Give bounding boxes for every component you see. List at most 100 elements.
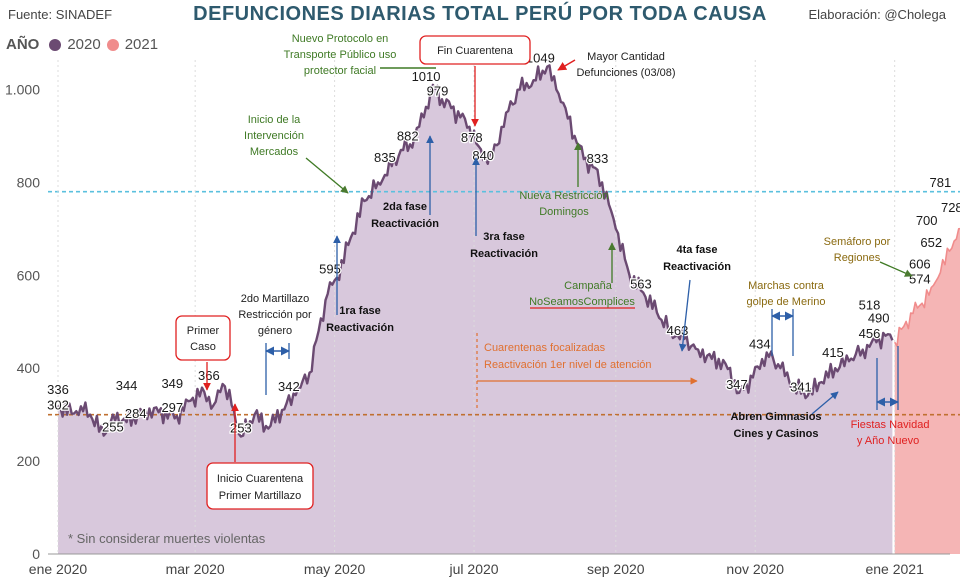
annotation-gimnasios-line2: Cines y Casinos bbox=[734, 428, 819, 440]
annotation-mercados-line2: Intervención bbox=[244, 130, 304, 142]
annotation-martillazo2-line2: Restricción por bbox=[238, 309, 312, 321]
footnote: * Sin considerar muertes violentas bbox=[68, 531, 266, 546]
annotation-fin-cuarentena-box bbox=[419, 35, 531, 65]
data-label-6: 349 bbox=[161, 376, 183, 391]
annotation-merino-line1: Marchas contra bbox=[748, 280, 825, 292]
data-label-29: 606 bbox=[909, 257, 931, 272]
annotation-mayor-cantidad-line2: Defunciones (03/08) bbox=[576, 67, 675, 79]
legend-label-2021: 2021 bbox=[124, 36, 159, 53]
legend-swatch-2020 bbox=[49, 38, 62, 51]
data-label-28: 574 bbox=[909, 271, 931, 286]
annotation-mercados-arrow bbox=[305, 157, 349, 194]
annotation-focalizadas-line2: Reactivación 1er nivel de atención bbox=[484, 359, 652, 371]
x-tick-label-5: nov 2020 bbox=[726, 561, 784, 577]
annotation-protocolo-line3: protector facial bbox=[304, 65, 376, 77]
data-label-10: 595 bbox=[319, 262, 341, 277]
annotation-primer-caso-line2: Caso bbox=[190, 341, 216, 353]
data-label-33: 781 bbox=[930, 175, 952, 190]
data-label-0: 336 bbox=[47, 382, 69, 397]
legend-title: AÑO bbox=[6, 36, 40, 53]
annotation-martillazo2-line1: 2do Martillazo bbox=[241, 293, 309, 305]
annotation-inicio-cuarentena-line1: Inicio Cuarentena bbox=[217, 473, 304, 485]
annotation-inicio-cuarentena-box bbox=[206, 462, 314, 510]
data-label-2: 255 bbox=[102, 420, 124, 435]
annotation-merino-line2: golpe de Merino bbox=[747, 296, 826, 308]
data-label-8: 253 bbox=[230, 420, 252, 435]
annotation-mercados-line3: Mercados bbox=[250, 146, 299, 158]
annotation-fase3-line2: Reactivación bbox=[470, 248, 538, 260]
annotation-fiestas-line1: Fiestas Navidad bbox=[851, 419, 930, 431]
annotation-mercados-line1: Inicio de la bbox=[248, 114, 301, 126]
y-tick-label-5: 1.000 bbox=[5, 82, 40, 98]
series-area-2021 bbox=[894, 228, 960, 554]
y-tick-label-3: 600 bbox=[17, 267, 41, 283]
data-label-4: 344 bbox=[116, 378, 138, 393]
annotation-fin-cuarentena-text: Fin Cuarentena bbox=[437, 45, 514, 57]
data-label-22: 434 bbox=[749, 336, 771, 351]
series-line-2021 bbox=[894, 227, 960, 347]
legend-label-2020: 2020 bbox=[67, 36, 101, 53]
data-label-18: 833 bbox=[587, 151, 609, 166]
annotation-restriccion-line2: Domingos bbox=[539, 206, 589, 218]
annotation-fase4-line1: 4ta fase bbox=[677, 244, 718, 256]
annotation-fase1-line2: Reactivación bbox=[326, 322, 394, 334]
series-line-2020 bbox=[57, 64, 894, 438]
annotation-fase4-line2: Reactivación bbox=[663, 261, 731, 273]
y-tick-label-2: 400 bbox=[17, 360, 41, 376]
annotation-restriccion-line1: Nueva Restricción bbox=[519, 190, 608, 202]
annotation-martillazo2-line3: género bbox=[258, 325, 292, 337]
y-tick-label-1: 200 bbox=[17, 453, 41, 469]
annotation-fiestas-line2: y Año Nuevo bbox=[857, 435, 919, 447]
annotation-primer-caso-line1: Primer bbox=[187, 325, 220, 337]
annotation-fase3-line1: 3ra fase bbox=[483, 231, 525, 243]
annotation-fase2-line2: Reactivación bbox=[371, 218, 439, 230]
data-label-15: 878 bbox=[461, 130, 483, 145]
data-label-5: 297 bbox=[161, 400, 183, 415]
y-tick-label-0: 0 bbox=[32, 546, 40, 562]
data-label-14: 979 bbox=[427, 83, 449, 98]
x-tick-label-4: sep 2020 bbox=[587, 561, 645, 577]
annotation-fase2-line1: 2da fase bbox=[383, 201, 427, 213]
author-label: Elaboración: @Cholega bbox=[808, 7, 946, 22]
annotation-semaforo-line1: Semáforo por bbox=[824, 236, 891, 248]
data-label-32: 728 bbox=[941, 200, 960, 215]
annotation-campana-line2: NoSeamosComplices bbox=[529, 296, 635, 308]
annotation-campana-line1: Campaña bbox=[564, 280, 613, 292]
data-label-19: 563 bbox=[630, 276, 652, 291]
data-label-17: 1049 bbox=[526, 51, 555, 66]
x-tick-label-2: may 2020 bbox=[304, 561, 366, 577]
chart-title: DEFUNCIONES DIARIAS TOTAL PERÚ POR TODA … bbox=[193, 3, 767, 25]
annotation-protocolo-line1: Nuevo Protocolo en bbox=[292, 33, 389, 45]
data-label-9: 342 bbox=[278, 379, 300, 394]
x-tick-label-1: mar 2020 bbox=[166, 561, 225, 577]
annotation-inicio-cuarentena-line2: Primer Martillazo bbox=[219, 490, 302, 502]
source-label: Fuente: SINADEF bbox=[8, 7, 113, 22]
annotation-primer-caso-box bbox=[175, 315, 231, 361]
data-label-11: 835 bbox=[374, 150, 396, 165]
data-label-24: 415 bbox=[822, 345, 844, 360]
data-label-31: 700 bbox=[916, 213, 938, 228]
legend: AÑO 2020 2021 bbox=[6, 36, 158, 53]
data-label-1: 302 bbox=[47, 398, 69, 413]
data-label-30: 652 bbox=[920, 235, 942, 250]
data-label-3: 284 bbox=[125, 406, 147, 421]
annotation-focalizadas-line1: Cuarentenas focalizadas bbox=[484, 342, 606, 354]
data-label-7: 366 bbox=[198, 368, 220, 383]
annotation-gimnasios-line1: Abren Gimnasios bbox=[730, 411, 821, 423]
annotation-fase1-line1: 1ra fase bbox=[339, 305, 381, 317]
y-tick-label-4: 800 bbox=[17, 174, 41, 190]
x-tick-label-0: ene 2020 bbox=[29, 561, 88, 577]
series-area-2020 bbox=[58, 65, 893, 555]
annotation-semaforo-arrow bbox=[879, 261, 913, 277]
annotation-gimnasios-arrow bbox=[811, 391, 839, 415]
chart-header: Fuente: SINADEF DEFUNCIONES DIARIAS TOTA… bbox=[0, 0, 960, 60]
data-label-26: 490 bbox=[868, 310, 890, 325]
annotation-mayor-cantidad-arrow bbox=[557, 59, 576, 71]
annotation-semaforo-line2: Regiones bbox=[834, 252, 881, 264]
data-label-12: 882 bbox=[397, 128, 419, 143]
data-label-21: 347 bbox=[726, 377, 748, 392]
data-label-27: 518 bbox=[859, 297, 881, 312]
annotation-fase4-arrow bbox=[678, 279, 691, 352]
x-tick-label-3: jul 2020 bbox=[449, 561, 499, 577]
